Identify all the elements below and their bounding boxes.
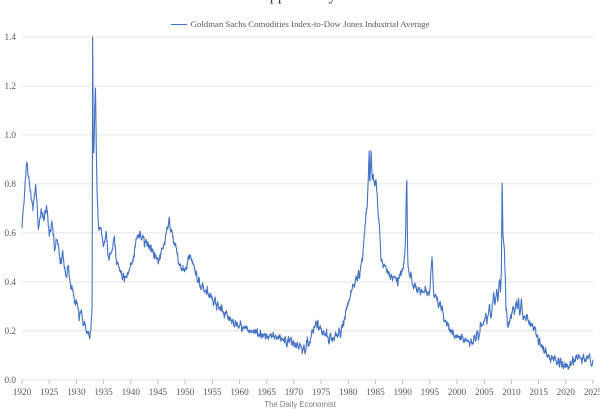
svg-text:2025: 2025 (584, 387, 600, 397)
svg-text:1965: 1965 (258, 387, 277, 397)
svg-text:1980: 1980 (339, 387, 358, 397)
svg-text:0.4: 0.4 (5, 277, 17, 287)
svg-text:1935: 1935 (94, 387, 113, 397)
svg-text:0.0: 0.0 (5, 375, 17, 385)
svg-text:1945: 1945 (149, 387, 168, 397)
svg-text:1960: 1960 (230, 387, 249, 397)
svg-text:1985: 1985 (366, 387, 385, 397)
svg-text:1930: 1930 (67, 387, 86, 397)
svg-text:1920: 1920 (13, 387, 32, 397)
svg-text:1.4: 1.4 (5, 32, 17, 42)
svg-text:1990: 1990 (393, 387, 412, 397)
svg-text:2005: 2005 (475, 387, 494, 397)
svg-text:1925: 1925 (40, 387, 59, 397)
svg-text:2010: 2010 (502, 387, 521, 397)
svg-text:0.8: 0.8 (5, 179, 17, 189)
svg-text:1955: 1955 (203, 387, 222, 397)
svg-text:1950: 1950 (176, 387, 195, 397)
svg-text:2015: 2015 (529, 387, 548, 397)
svg-text:0.6: 0.6 (5, 228, 17, 238)
svg-text:1970: 1970 (285, 387, 304, 397)
svg-text:1975: 1975 (312, 387, 331, 397)
svg-text:1.0: 1.0 (5, 130, 17, 140)
svg-text:1.2: 1.2 (5, 81, 17, 91)
svg-text:0.2: 0.2 (5, 326, 17, 336)
svg-text:1940: 1940 (122, 387, 141, 397)
svg-text:2000: 2000 (448, 387, 467, 397)
svg-text:2020: 2020 (557, 387, 576, 397)
svg-text:1995: 1995 (421, 387, 440, 397)
